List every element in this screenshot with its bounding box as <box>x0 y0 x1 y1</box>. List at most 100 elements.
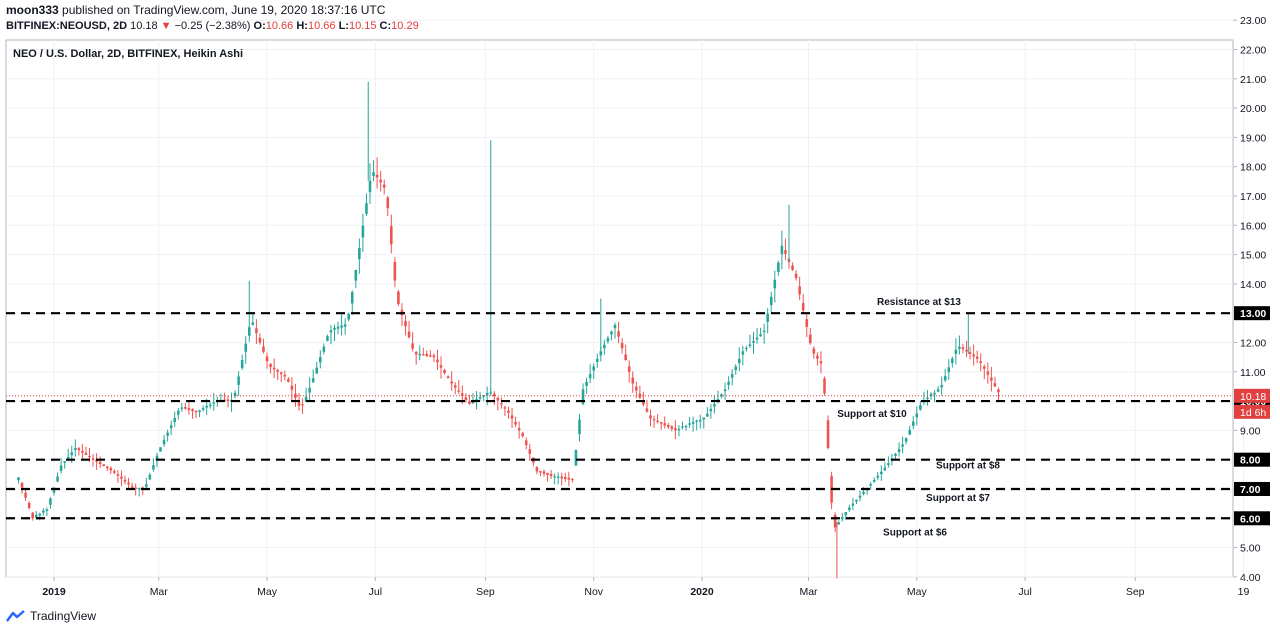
level-annotation: Support at $6 <box>883 527 947 538</box>
candle-body <box>862 491 865 495</box>
x-tick-label: Jul <box>369 586 382 598</box>
candle-body <box>244 343 248 352</box>
candle-body <box>631 377 635 384</box>
candle-body <box>155 455 159 461</box>
candle-body <box>478 396 482 399</box>
candle-body <box>542 471 546 474</box>
candle-body <box>59 465 63 471</box>
tradingview-logo[interactable]: TradingView <box>6 609 96 623</box>
candle-body <box>972 354 975 357</box>
candle-body <box>375 174 379 178</box>
level-annotation: Resistance at $13 <box>877 297 961 308</box>
candle-body <box>66 456 70 459</box>
candle-body <box>63 461 66 463</box>
candle-body <box>56 476 59 482</box>
candle-body <box>322 346 326 352</box>
candle-body <box>979 361 983 363</box>
current-price-label: 10.18 <box>1240 391 1266 403</box>
y-tick-label: 9.00 <box>1240 425 1261 437</box>
candle-body <box>642 400 645 405</box>
candle-body <box>368 180 372 193</box>
candle-body <box>649 415 652 419</box>
candle-body <box>723 389 727 392</box>
brand-name: TradingView <box>30 609 97 623</box>
price-axis[interactable]: 4.005.006.007.008.009.0010.0011.0012.001… <box>1233 15 1270 584</box>
candle-body <box>738 358 741 364</box>
candle-body <box>319 357 322 363</box>
candle-body <box>627 366 631 372</box>
publish-info: published on TradingView.com, June 19, 2… <box>62 3 386 17</box>
close-value: 10.29 <box>391 20 419 32</box>
candle-body <box>620 342 624 349</box>
candle-body <box>248 327 251 336</box>
candle-body <box>706 413 709 417</box>
level-price-tag <box>1234 452 1270 467</box>
open-label: O: <box>253 20 266 32</box>
candle-body <box>965 349 968 352</box>
candle-body <box>397 291 400 305</box>
candle-body <box>524 440 528 446</box>
candle-body <box>535 467 539 472</box>
candle-body <box>833 514 837 528</box>
candle-body <box>180 407 184 409</box>
candle-body <box>251 322 255 325</box>
candle-body <box>212 402 216 404</box>
candle-body <box>145 484 148 487</box>
candle-body <box>762 330 766 333</box>
x-tick-label: Sep <box>1126 586 1145 598</box>
candle-body <box>205 405 208 408</box>
candle-body <box>446 376 450 379</box>
candle-body <box>656 420 659 423</box>
y-tick-label: 22.00 <box>1240 44 1266 56</box>
open-value: 10.66 <box>265 20 294 32</box>
candle-body <box>514 421 517 425</box>
candle-body <box>880 471 883 475</box>
candle-body <box>961 347 965 350</box>
candle-body <box>354 269 358 281</box>
candle-body <box>105 466 109 469</box>
candle-body <box>517 428 521 431</box>
candle-body <box>24 492 27 498</box>
candle-body <box>947 367 951 373</box>
candle-body <box>308 387 311 393</box>
candle-body <box>166 432 169 436</box>
x-tick-label: Mar <box>150 586 169 598</box>
candle-body <box>315 367 319 374</box>
candle-body <box>421 354 425 356</box>
candle-body <box>698 420 702 422</box>
candle-body <box>297 402 301 406</box>
candle-body <box>741 351 745 355</box>
candle-body <box>755 337 759 340</box>
candle-body <box>31 512 34 519</box>
candle-body <box>81 451 84 453</box>
y-tick-label: 17.00 <box>1240 191 1266 203</box>
candle-body <box>908 429 911 435</box>
candle-body <box>208 404 212 407</box>
candle-body <box>113 471 116 473</box>
candle-body <box>681 426 684 428</box>
candle-body <box>88 455 91 458</box>
candle-body <box>276 369 279 372</box>
candle-body <box>659 422 663 424</box>
countdown-tag <box>1234 404 1270 419</box>
candle-body <box>418 353 421 356</box>
candle-body <box>826 420 830 448</box>
author-name[interactable]: moon333 <box>6 3 59 17</box>
candle-body <box>940 384 943 388</box>
candle-body <box>358 247 361 260</box>
candle-body <box>872 479 876 482</box>
candle-body <box>603 344 606 349</box>
candle-body <box>677 428 681 431</box>
candle-body <box>851 503 855 506</box>
candle-body <box>610 331 613 335</box>
candles <box>17 81 1000 579</box>
level-price-tag <box>1234 511 1270 526</box>
candle-body <box>127 482 130 485</box>
time-axis[interactable]: 2019 Mar May Jul Sep Nov 2020 Mar May Jul Sep 19 <box>42 577 1249 598</box>
candle-body <box>184 406 187 409</box>
candle-body <box>500 403 503 405</box>
candle-body <box>290 385 294 390</box>
candle-body <box>911 421 915 426</box>
candle-body <box>432 355 436 358</box>
